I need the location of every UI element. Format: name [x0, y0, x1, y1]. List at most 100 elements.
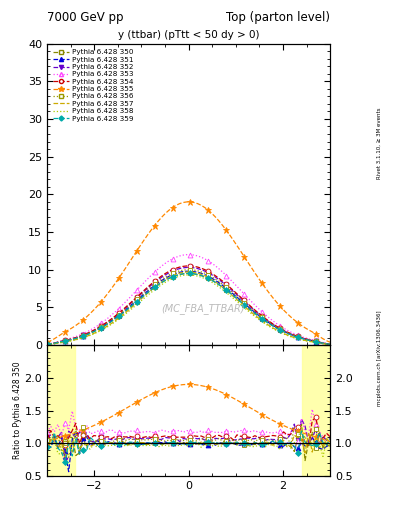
- Pythia 6.428 358: [217, 284, 221, 290]
- Pythia 6.428 350: [220, 284, 225, 290]
- Pythia 6.428 357: [220, 284, 225, 290]
- Pythia 6.428 357: [217, 282, 221, 288]
- Pythia 6.428 353: [220, 269, 225, 275]
- Pythia 6.428 355: [217, 218, 221, 224]
- Pythia 6.428 358: [184, 272, 189, 278]
- Pythia 6.428 353: [217, 266, 221, 272]
- Pythia 6.428 351: [328, 341, 332, 347]
- Pythia 6.428 354: [299, 334, 304, 340]
- Pythia 6.428 358: [328, 342, 332, 348]
- Pythia 6.428 353: [170, 256, 175, 262]
- Pythia 6.428 350: [231, 293, 236, 299]
- Pythia 6.428 351: [299, 335, 304, 341]
- Line: Pythia 6.428 351: Pythia 6.428 351: [45, 269, 332, 347]
- Line: Pythia 6.428 353: Pythia 6.428 353: [45, 252, 332, 347]
- Bar: [47, 345, 75, 476]
- Pythia 6.428 359: [299, 335, 304, 342]
- Line: Pythia 6.428 358: Pythia 6.428 358: [47, 275, 330, 345]
- Pythia 6.428 356: [217, 279, 221, 285]
- Pythia 6.428 353: [299, 333, 304, 339]
- Text: Top (parton level): Top (parton level): [226, 11, 330, 25]
- Pythia 6.428 356: [328, 341, 332, 347]
- Pythia 6.428 358: [242, 305, 246, 311]
- Pythia 6.428 353: [231, 280, 236, 286]
- Pythia 6.428 353: [242, 291, 246, 297]
- Pythia 6.428 358: [170, 275, 175, 282]
- Pythia 6.428 350: [184, 270, 189, 276]
- Pythia 6.428 350: [170, 274, 175, 280]
- Title: y (ttbar) (pTtt < 50 dy > 0): y (ttbar) (pTtt < 50 dy > 0): [118, 30, 259, 40]
- Text: 7000 GeV pp: 7000 GeV pp: [47, 11, 124, 25]
- Text: mcplots.cern.ch [arXiv:1306.3436]: mcplots.cern.ch [arXiv:1306.3436]: [377, 311, 382, 406]
- Pythia 6.428 356: [45, 341, 50, 347]
- Pythia 6.428 358: [231, 295, 236, 302]
- Pythia 6.428 353: [45, 341, 50, 347]
- Pythia 6.428 350: [299, 335, 304, 342]
- Pythia 6.428 356: [220, 281, 225, 287]
- Pythia 6.428 355: [231, 237, 236, 243]
- Pythia 6.428 357: [231, 293, 236, 300]
- Line: Pythia 6.428 352: Pythia 6.428 352: [45, 265, 332, 347]
- Pythia 6.428 354: [328, 341, 332, 347]
- Pythia 6.428 350: [328, 341, 332, 347]
- Pythia 6.428 355: [170, 204, 175, 210]
- Pythia 6.428 354: [45, 341, 50, 347]
- Pythia 6.428 350: [242, 302, 246, 308]
- Bar: [302, 345, 330, 476]
- Pythia 6.428 350: [45, 341, 50, 347]
- Pythia 6.428 358: [220, 287, 225, 293]
- Pythia 6.428 359: [217, 282, 221, 288]
- Pythia 6.428 351: [45, 341, 50, 347]
- Pythia 6.428 352: [220, 280, 225, 286]
- Legend: Pythia 6.428 350, Pythia 6.428 351, Pythia 6.428 352, Pythia 6.428 353, Pythia 6: Pythia 6.428 350, Pythia 6.428 351, Pyth…: [51, 47, 135, 124]
- Pythia 6.428 355: [328, 339, 332, 345]
- Pythia 6.428 350: [217, 282, 221, 288]
- Pythia 6.428 351: [184, 268, 189, 274]
- Pythia 6.428 356: [242, 300, 246, 306]
- Pythia 6.428 354: [231, 287, 236, 293]
- Pythia 6.428 355: [184, 199, 189, 205]
- Pythia 6.428 357: [184, 269, 189, 275]
- Pythia 6.428 356: [184, 267, 189, 273]
- Pythia 6.428 351: [242, 301, 246, 307]
- Pythia 6.428 359: [45, 341, 50, 347]
- Pythia 6.428 352: [328, 341, 332, 347]
- Pythia 6.428 358: [299, 337, 304, 343]
- Pythia 6.428 357: [45, 342, 50, 348]
- Pythia 6.428 359: [242, 302, 246, 308]
- Pythia 6.428 351: [217, 280, 221, 286]
- Pythia 6.428 353: [184, 251, 189, 258]
- Pythia 6.428 355: [220, 222, 225, 228]
- Pythia 6.428 351: [231, 291, 236, 297]
- Pythia 6.428 352: [231, 288, 236, 294]
- Line: Pythia 6.428 356: Pythia 6.428 356: [45, 267, 332, 347]
- Pythia 6.428 352: [242, 298, 246, 304]
- Pythia 6.428 354: [170, 267, 175, 273]
- Pythia 6.428 356: [231, 290, 236, 296]
- Pythia 6.428 359: [184, 270, 189, 276]
- Line: Pythia 6.428 355: Pythia 6.428 355: [44, 199, 334, 346]
- Pythia 6.428 352: [45, 341, 50, 347]
- Pythia 6.428 352: [170, 268, 175, 274]
- Pythia 6.428 355: [242, 253, 246, 260]
- Pythia 6.428 352: [217, 276, 221, 283]
- Pythia 6.428 359: [231, 293, 236, 299]
- Pythia 6.428 357: [328, 342, 332, 348]
- Y-axis label: Ratio to Pythia 6.428 350: Ratio to Pythia 6.428 350: [13, 362, 22, 459]
- Pythia 6.428 359: [328, 341, 332, 347]
- Pythia 6.428 357: [299, 336, 304, 343]
- Pythia 6.428 359: [170, 274, 175, 280]
- Pythia 6.428 354: [242, 297, 246, 304]
- Pythia 6.428 354: [217, 275, 221, 282]
- Pythia 6.428 357: [170, 272, 175, 279]
- Pythia 6.428 356: [170, 270, 175, 276]
- Pythia 6.428 354: [184, 263, 189, 269]
- Line: Pythia 6.428 354: Pythia 6.428 354: [45, 264, 332, 347]
- Pythia 6.428 355: [45, 339, 50, 345]
- Pythia 6.428 357: [242, 303, 246, 309]
- Text: (MC_FBA_TTBAR): (MC_FBA_TTBAR): [161, 304, 244, 314]
- Text: Rivet 3.1.10, ≥ 3M events: Rivet 3.1.10, ≥ 3M events: [377, 108, 382, 179]
- Pythia 6.428 354: [220, 278, 225, 284]
- Pythia 6.428 355: [299, 323, 304, 329]
- Pythia 6.428 353: [328, 341, 332, 347]
